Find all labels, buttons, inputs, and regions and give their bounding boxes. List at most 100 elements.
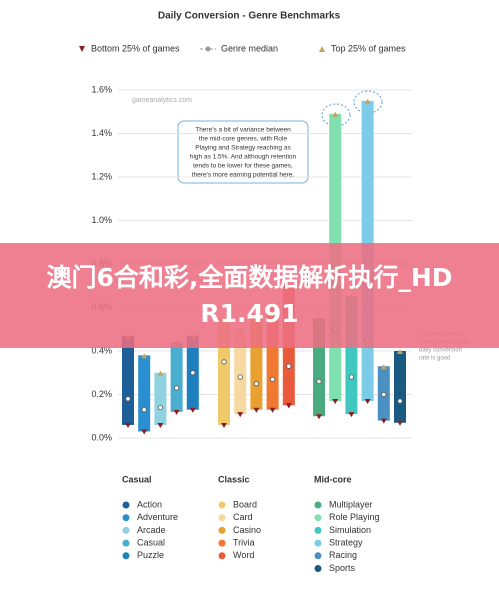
legend-label: Multiplayer bbox=[329, 499, 373, 509]
median-marker bbox=[157, 404, 163, 411]
legend-marker bbox=[79, 46, 85, 52]
bottom-marker bbox=[237, 412, 244, 418]
highlight bbox=[353, 90, 383, 114]
group-label: Casual bbox=[122, 474, 152, 484]
bottom-marker bbox=[189, 407, 196, 413]
bottom-marker bbox=[173, 409, 180, 415]
bottom-marker bbox=[125, 422, 131, 428]
range-bar bbox=[170, 342, 183, 412]
callout-text: tends to be lower for these games, bbox=[193, 163, 293, 170]
legend-label: Simulation bbox=[329, 525, 371, 535]
range-bar bbox=[154, 372, 167, 425]
range-bar bbox=[138, 355, 151, 432]
group-label: Mid-core bbox=[314, 474, 352, 484]
legend-label: Puzzle bbox=[137, 550, 164, 560]
median-marker bbox=[316, 378, 322, 385]
legend-dot bbox=[218, 539, 226, 547]
overlay-text: 澳门6合和彩,全面数据解析执行_HDR1.491 bbox=[46, 262, 453, 328]
legend-dot bbox=[314, 501, 322, 509]
y-tick-label: 1.2% bbox=[91, 171, 112, 181]
bottom-marker bbox=[380, 418, 387, 424]
median-marker bbox=[397, 398, 403, 404]
median-marker bbox=[125, 396, 131, 402]
legend-dot bbox=[122, 514, 130, 522]
legend-label: Action bbox=[137, 499, 162, 509]
highlight bbox=[321, 103, 351, 127]
median-marker bbox=[381, 391, 387, 398]
legend-dot bbox=[122, 526, 130, 534]
callout-text: the mid-core genres, with Role bbox=[199, 136, 288, 143]
bottom-marker bbox=[348, 412, 355, 418]
legend-label: Strategy bbox=[329, 537, 363, 547]
legend-label: Role Playing bbox=[329, 512, 380, 522]
median-marker bbox=[286, 363, 292, 369]
bottom-marker bbox=[316, 414, 322, 420]
legend-dot bbox=[122, 539, 130, 547]
range-bar bbox=[394, 351, 406, 423]
legend-label: Sports bbox=[329, 563, 356, 573]
legend-marker bbox=[205, 46, 211, 52]
callout-text: there's more earning potential here. bbox=[192, 172, 295, 179]
bottom-marker bbox=[269, 407, 276, 413]
median-marker bbox=[190, 370, 196, 376]
source: gameanalytics.com bbox=[132, 97, 192, 104]
callout-text: Playing and Strategy reaching as bbox=[195, 145, 291, 152]
y-tick-label: 0.4% bbox=[91, 345, 112, 355]
legend-label: Trivia bbox=[233, 537, 255, 547]
legend-label: Word bbox=[233, 550, 254, 560]
callout-text: high as 1.5%. And although retention bbox=[190, 154, 297, 161]
legend-dot bbox=[218, 514, 226, 522]
range-bar bbox=[122, 335, 134, 425]
median-marker bbox=[141, 407, 147, 413]
legend-label: Racing bbox=[329, 550, 357, 560]
bottom-marker bbox=[364, 399, 371, 405]
callout-box bbox=[177, 120, 309, 184]
top-marker bbox=[397, 349, 403, 354]
callout-text: There's a bit of variance between bbox=[195, 127, 291, 134]
legend-dot bbox=[314, 552, 322, 560]
y-tick-label: 0.0% bbox=[91, 432, 112, 442]
y-tick-label: 1.4% bbox=[91, 128, 112, 138]
top-marker bbox=[157, 370, 164, 376]
bottom-marker bbox=[221, 422, 227, 428]
median-marker bbox=[253, 381, 259, 387]
bottom-marker bbox=[253, 407, 260, 413]
legend-label: Genre median bbox=[221, 43, 278, 53]
legend-label: Adventure bbox=[137, 512, 178, 522]
legend-dot bbox=[218, 501, 226, 509]
median-marker bbox=[269, 376, 276, 382]
legend-dot bbox=[218, 552, 226, 560]
bottom-marker bbox=[157, 422, 164, 428]
bottom-marker bbox=[285, 403, 292, 409]
legend-dot bbox=[314, 526, 322, 534]
chart-title: Daily Conversion - Genre Benchmarks bbox=[158, 11, 341, 22]
legend-label: Board bbox=[233, 499, 257, 509]
legend-label: Arcade bbox=[137, 525, 166, 535]
bottom-marker bbox=[141, 429, 148, 435]
top-marker bbox=[141, 353, 148, 359]
median-marker bbox=[348, 374, 354, 380]
legend-label: Casual bbox=[137, 537, 165, 547]
legend-label: Top 25% of games bbox=[331, 43, 406, 53]
overlay-banner: 澳门6合和彩,全面数据解析执行_HDR1.491 bbox=[0, 243, 499, 348]
median-marker bbox=[174, 385, 180, 391]
legend-label: Bottom 25% of games bbox=[91, 43, 180, 53]
y-tick-label: 0.2% bbox=[91, 389, 112, 399]
legend-label: Casino bbox=[233, 525, 261, 535]
legend-dot bbox=[122, 501, 130, 509]
bottom-marker bbox=[397, 420, 403, 426]
side-note: rate is good bbox=[419, 356, 450, 362]
top-marker bbox=[332, 111, 339, 117]
top-marker bbox=[380, 364, 387, 370]
group-label: Classic bbox=[218, 474, 250, 484]
top-marker bbox=[364, 98, 371, 104]
bottom-marker bbox=[332, 399, 339, 405]
range-bar bbox=[234, 329, 247, 415]
legend-label: Card bbox=[233, 512, 253, 522]
legend-dot bbox=[218, 526, 226, 534]
legend-marker bbox=[319, 46, 325, 52]
side-note: daily conversion bbox=[419, 348, 462, 354]
legend-dot bbox=[314, 514, 322, 522]
y-tick-label: 1.6% bbox=[91, 84, 112, 94]
